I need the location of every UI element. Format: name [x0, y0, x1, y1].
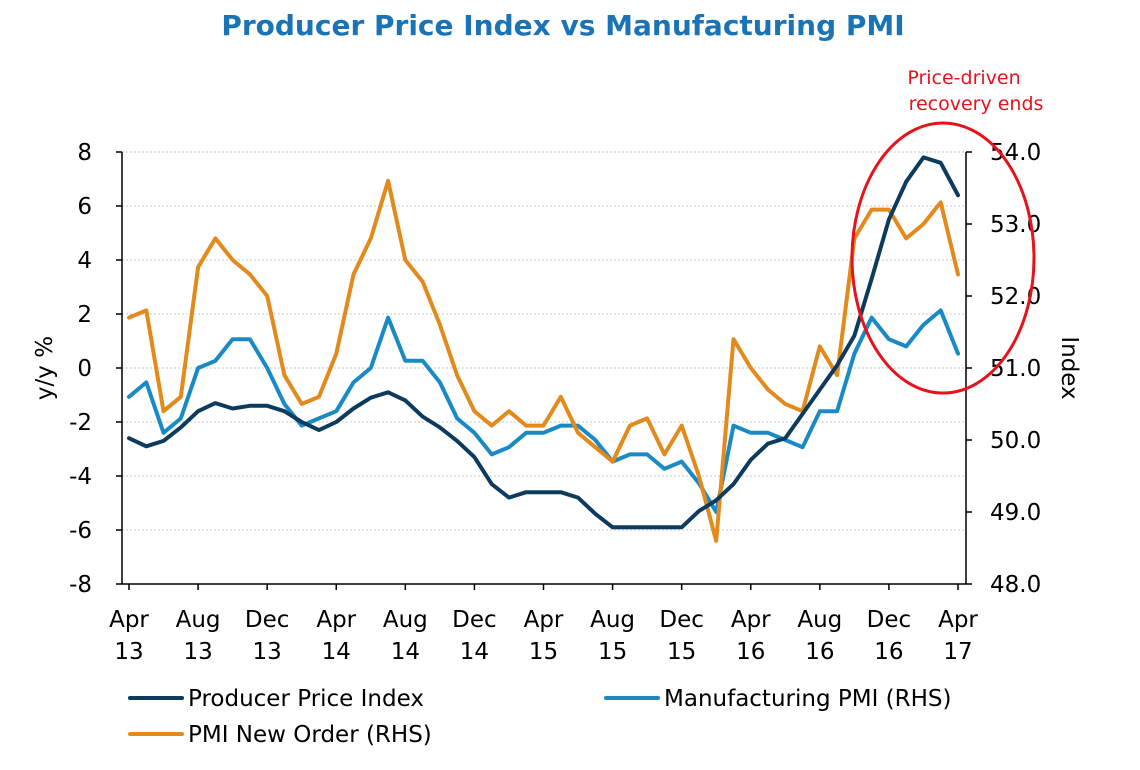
right-tick-label: 54.0 — [990, 140, 1041, 166]
legend: Producer Price Index Manufacturing PMI (R… — [128, 686, 952, 748]
x-tick-label-month: Aug — [797, 607, 842, 633]
x-tick-label-year: 14 — [391, 639, 420, 665]
x-tick-label-year: 16 — [805, 639, 834, 665]
x-tick-label-month: Aug — [590, 607, 635, 633]
legend-label: PMI New Order (RHS) — [188, 722, 432, 748]
x-tick-label-month: Dec — [659, 607, 704, 633]
x-tick-label-year: 14 — [460, 639, 489, 665]
x-tick-label-month: Apr — [938, 607, 978, 633]
series-line-pmi-new-order-rhs — [127, 178, 960, 543]
x-ticks: Apr 13 Aug 13 Dec 13 Apr 14 Aug 14 Dec 14 Apr 15 Aug 15… — [109, 584, 978, 665]
x-tick-label-month: Aug — [176, 607, 221, 633]
annotation-ellipse — [850, 121, 1036, 395]
x-tick-label-year: 15 — [529, 639, 558, 665]
y-axis-label: y/y % — [32, 336, 58, 400]
right-tick-label: 48.0 — [990, 572, 1041, 598]
annotation-line2: recovery ends — [909, 93, 1044, 115]
left-tick-label: 8 — [77, 140, 92, 166]
y2-axis-label: Index — [1056, 336, 1082, 399]
x-tick-label-month: Dec — [867, 607, 912, 633]
x-tick-label-month: Aug — [383, 607, 428, 633]
x-tick-label-year: 13 — [183, 639, 212, 665]
x-tick-label-year: 13 — [253, 639, 282, 665]
right-y-ticks: 54.053.052.051.050.049.048.0 — [966, 140, 1041, 598]
x-tick-label-year: 15 — [667, 639, 696, 665]
x-tick-label-year: 13 — [114, 639, 143, 665]
right-tick-label: 52.0 — [990, 284, 1041, 310]
series-line-manufacturing-pmi-rhs — [127, 308, 960, 514]
annotation-line1: Price-driven — [907, 67, 1020, 89]
left-tick-label: 2 — [77, 302, 92, 328]
chart-title: Producer Price Index vs Manufacturing PM… — [221, 9, 904, 42]
left-y-ticks: 8 6 4 2 0 -2 -4 -6 -8 — [69, 140, 122, 598]
right-tick-label: 49.0 — [990, 500, 1041, 526]
legend-label: Producer Price Index — [188, 686, 424, 712]
right-tick-label: 51.0 — [990, 356, 1041, 382]
left-tick-label: 6 — [77, 194, 92, 220]
series-lines — [127, 155, 960, 543]
x-tick-label-month: Apr — [316, 607, 356, 633]
left-tick-label: 0 — [77, 356, 92, 382]
x-tick-label-year: 14 — [322, 639, 351, 665]
series-line-producer-price-index — [127, 155, 960, 530]
x-tick-label-year: 16 — [736, 639, 765, 665]
x-tick-label-year: 15 — [598, 639, 627, 665]
x-tick-label-month: Dec — [245, 607, 290, 633]
left-tick-label: -6 — [69, 518, 92, 544]
left-tick-label: -8 — [69, 572, 92, 598]
x-tick-label-year: 16 — [874, 639, 903, 665]
left-tick-label: -4 — [69, 464, 92, 490]
left-tick-label: 4 — [77, 248, 92, 274]
x-tick-label-month: Dec — [452, 607, 497, 633]
left-tick-label: -2 — [69, 410, 92, 436]
right-tick-label: 50.0 — [990, 428, 1041, 454]
x-tick-label-month: Apr — [524, 607, 564, 633]
legend-label: Manufacturing PMI (RHS) — [664, 686, 952, 712]
x-tick-label-month: Apr — [731, 607, 771, 633]
x-tick-label-month: Apr — [109, 607, 149, 633]
x-tick-label-year: 17 — [943, 639, 972, 665]
